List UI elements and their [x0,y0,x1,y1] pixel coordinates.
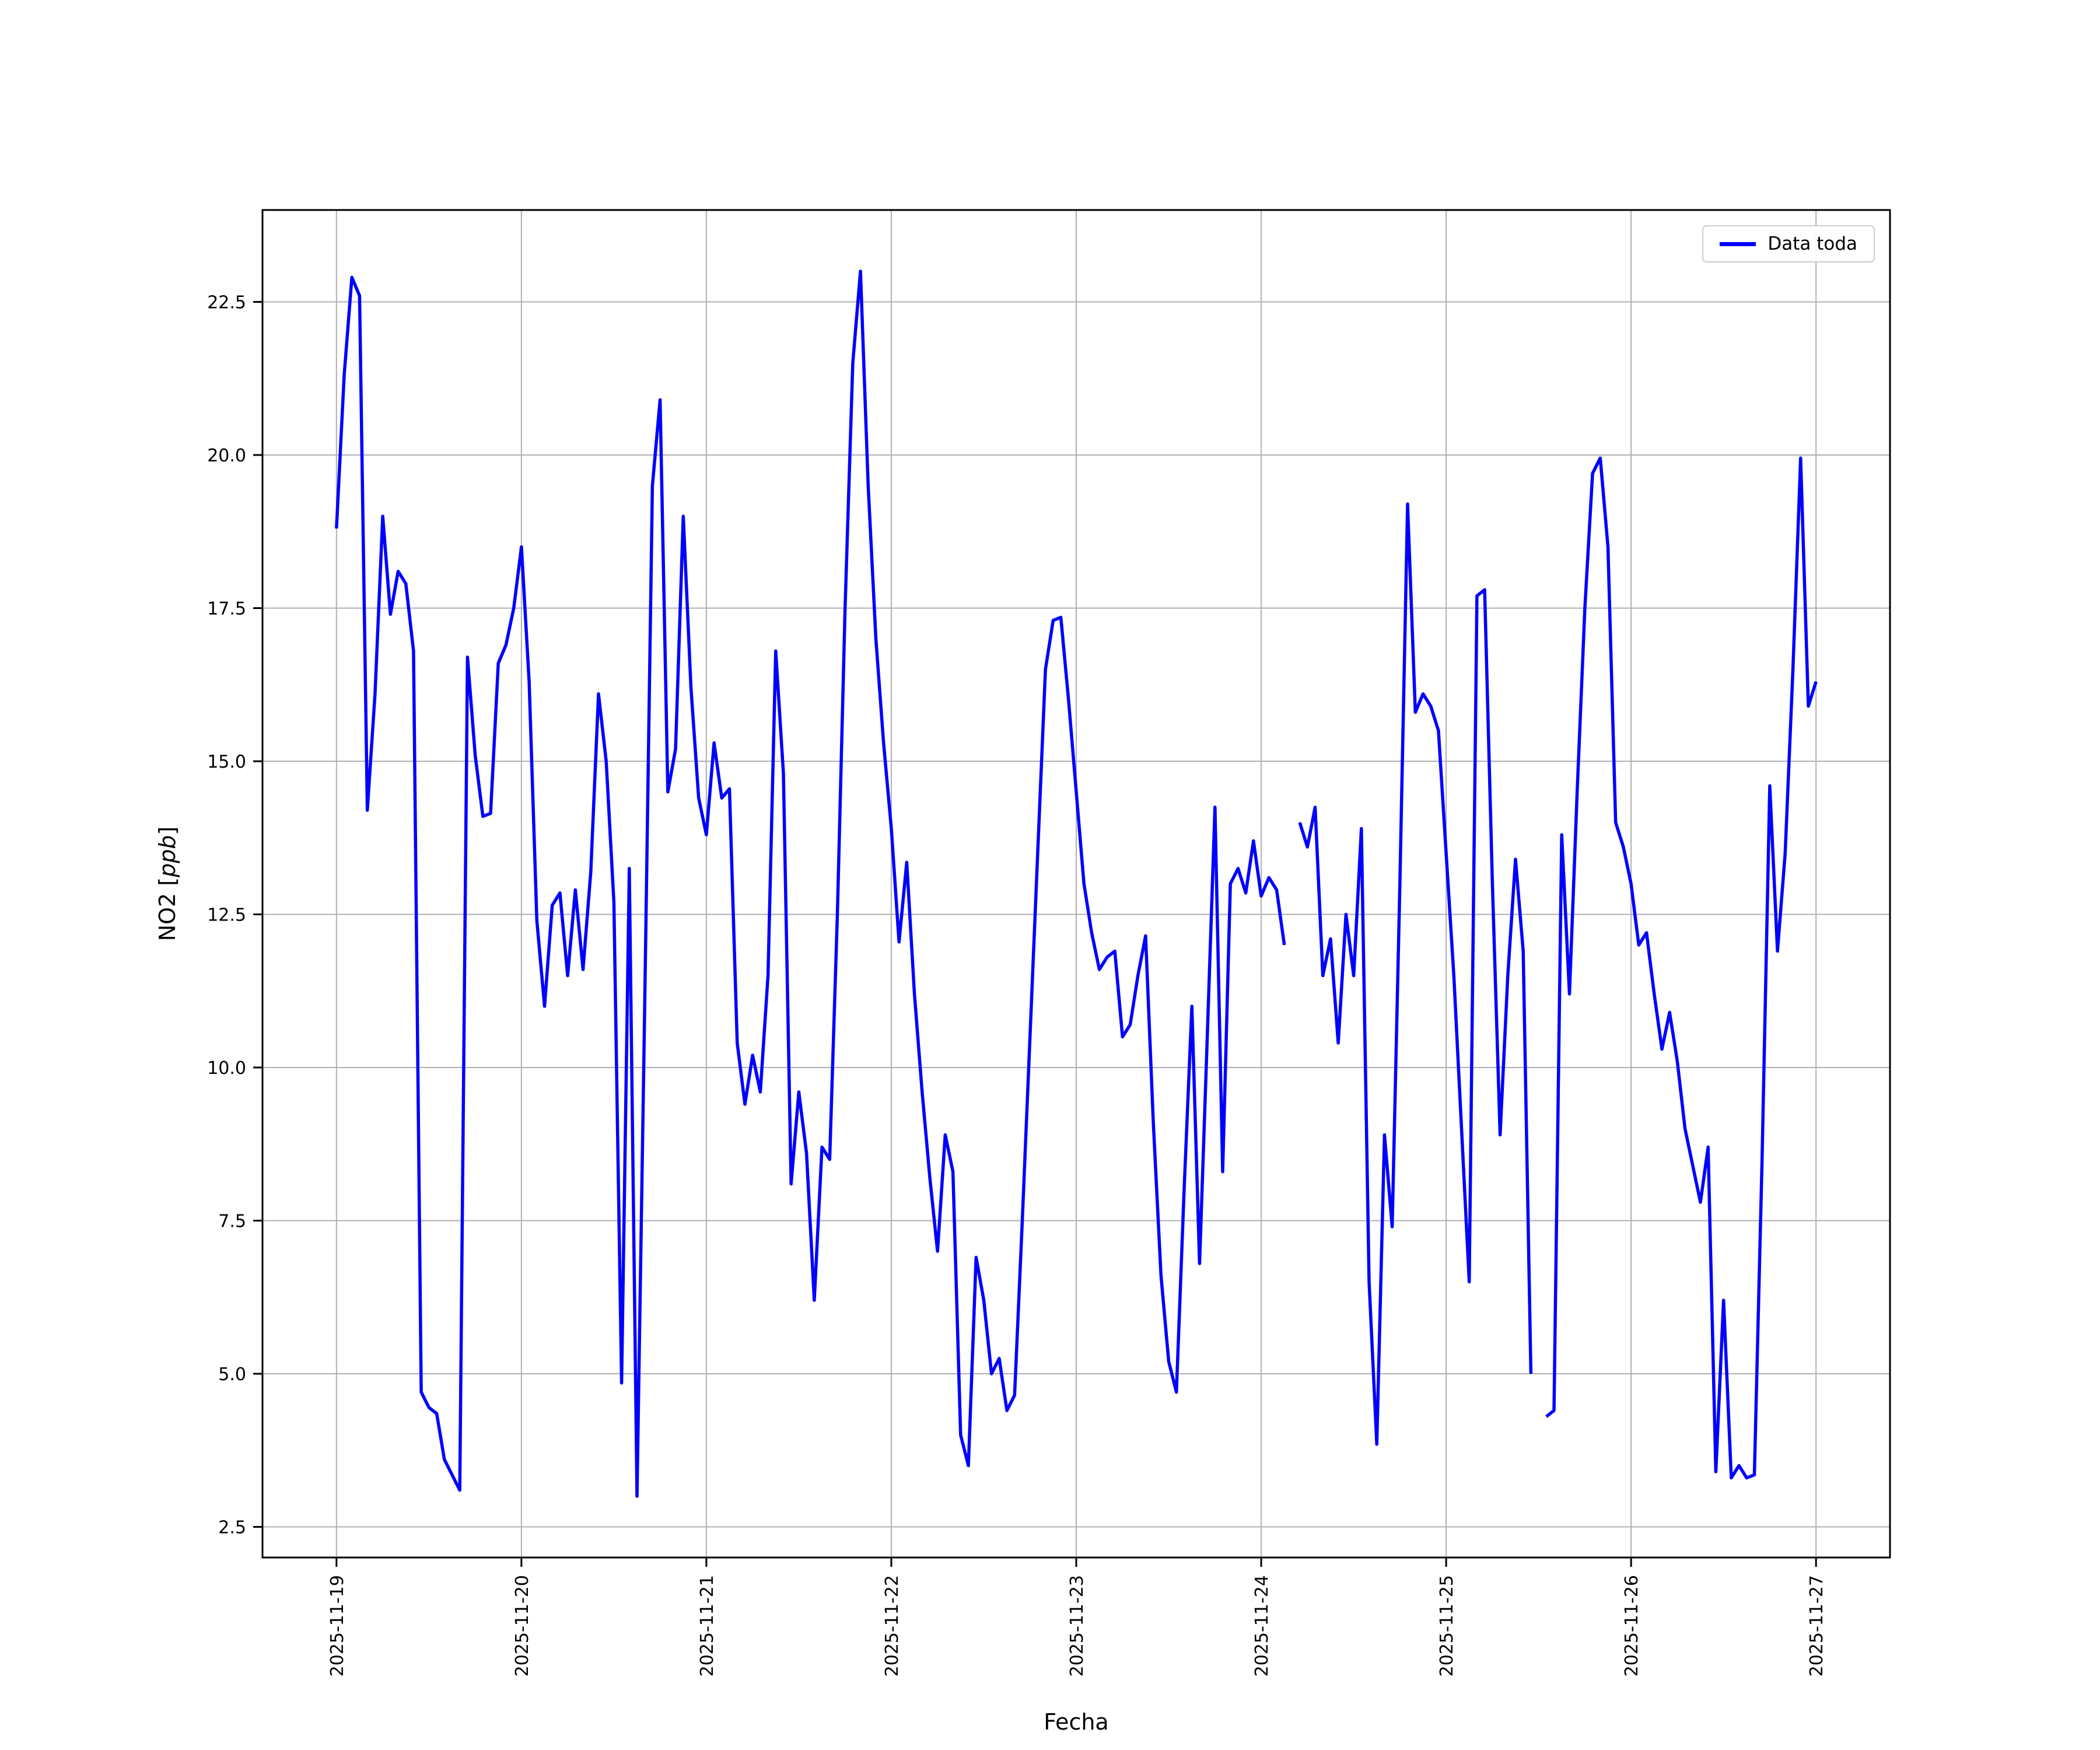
legend-line-sample [1720,242,1756,246]
y-tick-label: 2.5 [218,1518,246,1538]
y-axis-label: NO2 [ppb] [155,827,180,942]
x-tick-label: 2025-11-21 [697,1575,718,1676]
x-tick-label: 2025-11-27 [1807,1575,1827,1676]
y-tick-label: 17.5 [207,599,246,620]
y-tick-label: 12.5 [207,905,246,926]
x-tick-label: 2025-11-25 [1437,1575,1457,1676]
x-tick-label: 2025-11-23 [1067,1575,1087,1676]
x-tick-label: 2025-11-19 [327,1575,348,1676]
y-tick-label: 10.0 [207,1058,246,1079]
x-tick-label: 2025-11-26 [1622,1575,1642,1676]
y-tick-label: 15.0 [207,752,246,772]
x-tick-label: 2025-11-24 [1252,1575,1272,1676]
data-line [335,270,1818,1498]
legend-label: Data toda [1768,233,1857,254]
y-tick-label: 20.0 [207,446,246,466]
y-tick-label: 5.0 [218,1364,246,1385]
x-tick-label: 2025-11-22 [882,1575,902,1676]
legend: Data toda [1702,225,1875,262]
x-axis-label: Fecha [1044,1709,1108,1735]
x-tick-label: 2025-11-20 [512,1575,533,1676]
y-tick-label: 7.5 [218,1212,246,1232]
y-tick-label: 22.5 [207,293,246,313]
